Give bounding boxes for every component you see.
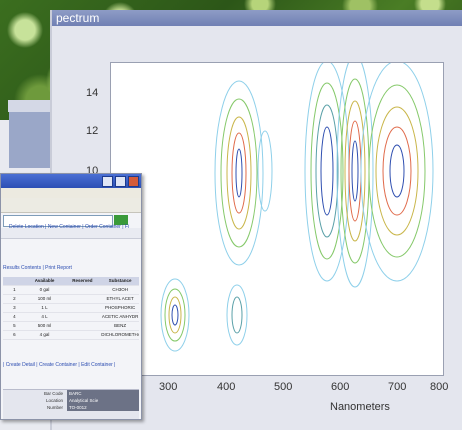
detail-label: Number — [46, 405, 63, 410]
results-links[interactable]: Results Contents | Print Report — [3, 265, 72, 271]
contour-ring — [348, 120, 362, 222]
table-cell: 4 L — [41, 314, 48, 319]
detail-value: Analytical Scie — [67, 397, 139, 404]
table-cell: 4 — [13, 314, 16, 319]
table-cell: 500 ml — [37, 323, 52, 328]
decorative-blue-tile — [9, 112, 51, 168]
table-cell: CH3OH — [112, 287, 128, 292]
table-cell — [63, 304, 101, 312]
browser-toolbar[interactable] — [1, 198, 141, 213]
contour-ring — [310, 82, 344, 260]
table-header-cell — [3, 277, 26, 285]
browser-menubar[interactable] — [1, 188, 141, 198]
table-cell: 5 — [13, 323, 16, 328]
spectrum-window-title[interactable]: pectrum — [52, 10, 462, 26]
table-cell: ETHYL ACET — [106, 296, 134, 301]
contour-ring — [389, 144, 405, 198]
table-cell: 100 ml — [37, 296, 52, 301]
contour-ring — [160, 278, 190, 352]
contour-ring — [320, 126, 334, 216]
contour-ring — [344, 100, 366, 242]
detail-value: TO-0012 — [67, 404, 139, 411]
contour-ring — [164, 288, 186, 342]
contour-ring — [226, 284, 248, 346]
table-row[interactable]: 5 500 ml BENZ — [3, 322, 139, 331]
contour-ring — [351, 140, 359, 202]
detail-row: Location Analytical Scie — [3, 397, 139, 404]
y-tick-label: 12 — [86, 125, 99, 137]
x-tick-label: 300 — [159, 381, 178, 393]
container-detail-links[interactable]: | Create Detail | Create Container | Edi… — [3, 362, 116, 368]
browser-window: Delete Location | New Container | Order … — [0, 173, 142, 420]
contour-ring — [304, 63, 350, 282]
table-cell: DICHLOROMETHAN — [101, 332, 139, 337]
close-icon[interactable] — [128, 176, 139, 187]
maximize-icon[interactable] — [115, 176, 126, 187]
table-header-cell: Substance — [108, 278, 132, 283]
table-row[interactable]: 2 100 ml ETHYL ACET — [3, 295, 139, 304]
x-axis-label: Nanometers — [330, 401, 390, 413]
y-tick-label: 14 — [86, 87, 99, 99]
table-row[interactable]: 3 1 L PHOSPHORIC — [3, 304, 139, 313]
detail-value: BARC — [67, 390, 139, 397]
minimize-icon[interactable] — [102, 176, 113, 187]
table-cell — [63, 295, 101, 303]
table-cell: 4 gal — [39, 332, 50, 337]
contour-ring — [336, 63, 374, 288]
table-cell: ACETIC ANHYDR — [101, 314, 139, 319]
go-button[interactable] — [114, 215, 128, 225]
contour-ring — [226, 116, 252, 230]
table-cell — [63, 322, 101, 330]
table-header-row: Available Reserved Substance — [3, 277, 139, 286]
table-row[interactable]: 6 4 gal DICHLOROMETHAN — [3, 331, 139, 340]
browser-titlebar[interactable] — [1, 174, 141, 188]
contour-ring — [235, 148, 243, 198]
table-row[interactable]: 4 4 L ACETIC ANHYDR — [3, 313, 139, 322]
contour-ring — [168, 296, 182, 334]
table-header-cell: Available — [34, 278, 55, 283]
table-row[interactable]: 1 0 gal CH3OH — [3, 286, 139, 295]
table-cell: 2 — [13, 296, 16, 301]
table-cell: 0 gal — [39, 287, 50, 292]
address-bar-input[interactable] — [3, 215, 113, 227]
table-cell — [63, 313, 101, 321]
x-tick-label: 600 — [331, 381, 350, 393]
table-cell: 1 — [13, 287, 16, 292]
browser-links-toolbar — [1, 228, 141, 239]
table-cell — [63, 286, 101, 294]
decorative-panel-edge — [8, 100, 55, 112]
contour-ring — [315, 104, 339, 238]
contour-ring — [257, 130, 273, 212]
detail-row: Number TO-0012 — [3, 404, 139, 411]
x-tick-label: 700 — [388, 381, 407, 393]
table-cell: PHOSPHORIC — [104, 305, 136, 310]
table-cell: 1 L — [41, 305, 48, 310]
contour-ring — [382, 126, 412, 216]
detail-label: Location — [45, 398, 63, 403]
contour-ring — [220, 98, 258, 248]
x-tick-label: 400 — [217, 381, 236, 393]
contour-ring — [231, 296, 243, 334]
table-cell: BENZ — [114, 323, 127, 328]
table-cell: 3 — [13, 305, 16, 310]
spectrum-window: pectrum — [52, 10, 462, 430]
container-actions-links[interactable]: Delete Location | New Container | Order … — [9, 224, 130, 230]
detail-label: Bar Code — [43, 391, 63, 396]
x-tick-label: 500 — [274, 381, 293, 393]
contour-ring — [171, 304, 179, 326]
contour-ring — [231, 132, 247, 214]
contour-ring — [375, 106, 419, 236]
contour-ring — [214, 80, 264, 266]
contour-ring — [368, 84, 426, 258]
detail-row: Bar Code BARC — [3, 390, 139, 397]
inventory-table: Available Reserved Substance 1 0 gal CH3… — [3, 277, 139, 340]
x-tick-label: 800 — [430, 381, 449, 393]
contour-plot-area — [110, 62, 444, 376]
contour-ring — [360, 63, 434, 282]
table-cell — [63, 331, 101, 339]
contour-plot — [160, 63, 434, 352]
table-header-cell: Reserved — [72, 278, 93, 283]
container-details-panel: Bar Code BARC Location Analytical Scie N… — [3, 389, 139, 419]
table-cell: 6 — [13, 332, 16, 337]
